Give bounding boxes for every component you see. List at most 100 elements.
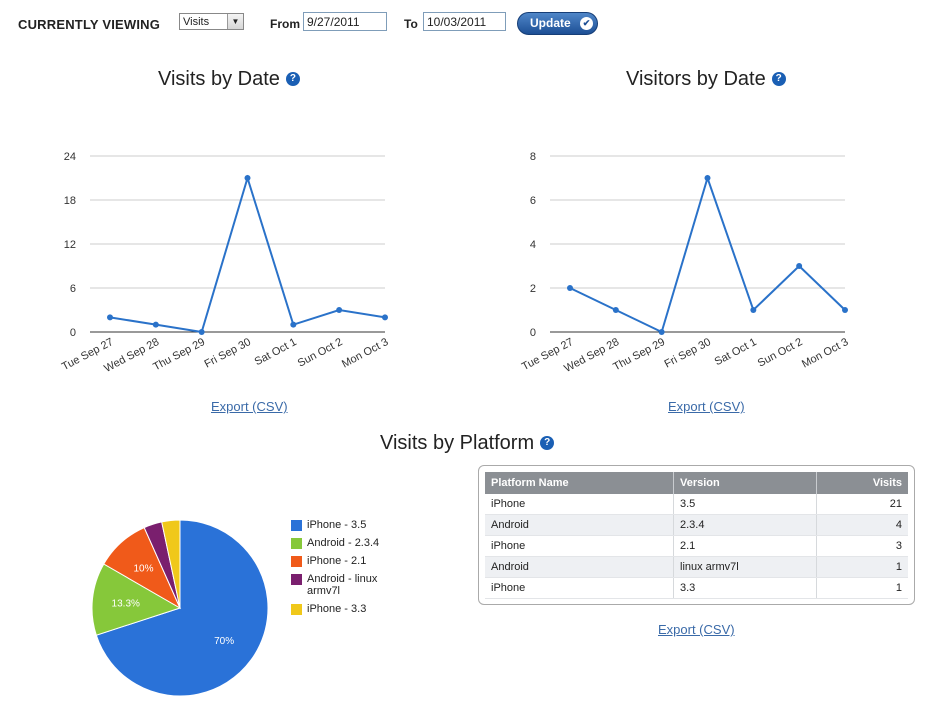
y-tick-label: 6 — [530, 195, 536, 207]
x-tick-label: Mon Oct 3 — [340, 336, 390, 370]
data-point — [382, 314, 388, 321]
table-row: Android 2.3.4 4 — [485, 514, 908, 536]
from-label: From — [270, 17, 300, 31]
visits-chart-title: Visits by Date? — [158, 68, 300, 91]
pie-slice — [161, 519, 181, 609]
table-row: iPhone 3.5 21 — [485, 494, 908, 515]
column-header-platform-name[interactable]: Platform Name — [485, 472, 674, 494]
cell-visits: 21 — [816, 494, 908, 515]
checkmark-icon: ✔ — [580, 17, 593, 30]
cell-platform: Android — [485, 556, 674, 578]
y-tick-label: 18 — [64, 195, 76, 207]
legend-item: iPhone - 3.3 — [291, 603, 401, 615]
legend-label: Android - linux armv7l — [307, 573, 378, 597]
cell-version: 3.3 — [673, 577, 817, 599]
visitors-chart-title: Visitors by Date? — [626, 68, 786, 91]
data-point — [612, 307, 619, 313]
legend-swatch — [291, 556, 302, 567]
currently-viewing-label: CURRENTLY VIEWING — [18, 17, 161, 32]
data-point — [704, 175, 711, 181]
to-date-input[interactable]: 10/03/2011 — [423, 12, 506, 31]
cell-version: 2.3.4 — [673, 514, 817, 536]
x-tick-label: Sun Oct 2 — [296, 336, 345, 370]
x-tick-label: Sat Oct 1 — [253, 336, 299, 368]
pie-slice-label: 13.3% — [112, 598, 140, 609]
y-tick-label: 12 — [64, 239, 76, 251]
visitors-export-csv-link[interactable]: Export (CSV) — [668, 399, 745, 414]
y-tick-label: 6 — [70, 283, 76, 295]
x-tick-label: Sat Oct 1 — [713, 336, 759, 368]
y-tick-label: 4 — [530, 239, 536, 251]
pie-slice-label: 10% — [133, 563, 153, 574]
view-select[interactable]: Visits ▼ — [179, 13, 244, 30]
legend-label: iPhone - 2.1 — [307, 555, 367, 567]
platform-pie-chart: 70% 13.3% 10% — [91, 519, 269, 697]
column-header-visits[interactable]: Visits — [816, 472, 908, 494]
data-point — [336, 307, 343, 313]
help-icon[interactable]: ? — [771, 72, 786, 86]
table-row: iPhone 2.1 3 — [485, 535, 908, 557]
legend-item: Android - linux armv7l — [291, 573, 401, 597]
y-tick-label: 8 — [530, 151, 536, 163]
help-icon[interactable]: ? — [285, 72, 300, 86]
legend-swatch — [291, 574, 302, 585]
pie-slice — [91, 563, 182, 636]
pie-slice — [95, 519, 269, 697]
y-tick-label: 2 — [530, 283, 536, 295]
table-header-row: Platform Name Version Visits — [485, 472, 908, 494]
data-point — [198, 329, 205, 335]
platform-title: Visits by Platform? — [380, 432, 555, 455]
cell-platform: iPhone — [485, 577, 674, 599]
y-tick-label: 0 — [530, 327, 536, 339]
table-row: iPhone 3.3 1 — [485, 577, 908, 599]
data-point — [244, 175, 251, 181]
help-icon[interactable]: ? — [540, 436, 555, 450]
x-tick-label: Thu Sep 29 — [611, 336, 667, 373]
y-tick-label: 24 — [64, 151, 76, 163]
visits-export-csv-link[interactable]: Export (CSV) — [211, 399, 288, 414]
legend-swatch — [291, 538, 302, 549]
from-date-input[interactable]: 9/27/2011 — [303, 12, 387, 31]
data-point — [796, 263, 803, 269]
data-point — [152, 321, 159, 328]
cell-version: 2.1 — [673, 535, 817, 557]
x-tick-label: Thu Sep 29 — [151, 336, 207, 373]
cell-platform: iPhone — [485, 535, 674, 557]
x-tick-label: Fri Sep 30 — [202, 336, 252, 370]
pie-slice-label: 70% — [214, 636, 234, 647]
cell-visits: 4 — [816, 514, 908, 536]
legend-item: Android - 2.3.4 — [291, 537, 401, 549]
chevron-down-icon[interactable]: ▼ — [227, 14, 243, 29]
y-tick-label: 0 — [70, 327, 76, 339]
view-select-value: Visits — [183, 16, 210, 28]
column-header-version[interactable]: Version — [673, 472, 817, 494]
series-line — [109, 174, 386, 334]
update-button[interactable]: Update ✔ — [517, 12, 598, 35]
data-point — [750, 307, 757, 313]
platform-table-panel: Platform Name Version Visits iPhone 3.5 … — [478, 465, 915, 605]
data-point — [658, 329, 665, 335]
legend-label: iPhone - 3.5 — [307, 519, 367, 531]
data-point — [567, 285, 573, 291]
legend-label: Android - 2.3.4 — [307, 537, 380, 549]
legend-swatch — [291, 604, 302, 615]
data-point — [842, 307, 848, 313]
cell-platform: iPhone — [485, 494, 674, 515]
data-point — [290, 321, 297, 328]
visitors-chart-title-text: Visitors by Date — [626, 68, 766, 90]
cell-visits: 3 — [816, 535, 908, 557]
pie-legend: iPhone - 3.5 Android - 2.3.4 iPhone - 2.1 A… — [291, 519, 401, 621]
cell-platform: Android — [485, 514, 674, 536]
update-button-label: Update — [530, 16, 571, 30]
cell-version: 3.5 — [673, 494, 817, 515]
legend-label: iPhone - 3.3 — [307, 603, 367, 615]
cell-visits: 1 — [816, 577, 908, 599]
to-label: To — [404, 17, 418, 31]
data-point — [107, 314, 113, 321]
platform-title-text: Visits by Platform — [380, 432, 535, 454]
table-row: Android linux armv7l 1 — [485, 556, 908, 578]
x-tick-label: Mon Oct 3 — [800, 336, 850, 370]
visits-chart-title-text: Visits by Date — [158, 68, 280, 90]
platform-export-csv-link[interactable]: Export (CSV) — [658, 622, 735, 637]
